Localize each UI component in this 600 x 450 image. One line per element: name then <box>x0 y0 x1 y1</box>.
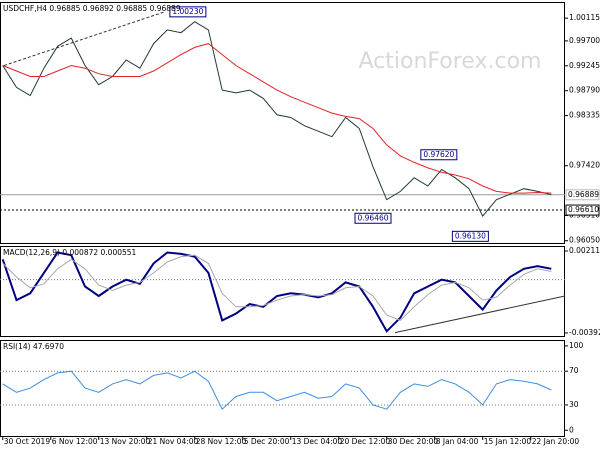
x-tick-label: 30 Dec 20:00 <box>388 437 439 446</box>
watermark: ActionForex.com <box>359 49 542 74</box>
y-tick-label: 0.98790 <box>569 86 600 95</box>
y-tick-label: 30 <box>569 400 579 409</box>
panel <box>0 2 565 244</box>
annotation-box <box>420 149 458 161</box>
x-tick-label: 28 Nov 12:00 <box>196 437 247 446</box>
annotation-label: 0.96130 <box>455 231 486 240</box>
x-tick-label: 22 Jan 20:00 <box>532 437 580 446</box>
annotation-label: 0.97620 <box>423 150 454 159</box>
panel-title: USDCHF,H4 0.96885 0.96892 0.96885 0.9688… <box>3 4 181 13</box>
annotation-box <box>354 212 392 224</box>
y-tick-label: 0.99245 <box>569 61 600 70</box>
y-tick-label: 70 <box>569 366 579 375</box>
y-tick-label: 0.96050 <box>569 236 600 245</box>
series-line <box>1 251 552 333</box>
y-tick-label: -0.003922 <box>569 328 600 337</box>
series-line <box>2 370 552 411</box>
y-tick-label: 0.99700 <box>569 36 600 45</box>
annotation-label: 1.00230 <box>172 7 203 16</box>
series-line <box>2 254 552 321</box>
y-tick-label: 0.98335 <box>569 111 600 120</box>
y-tick-label: 0.97420 <box>569 161 600 170</box>
panel <box>0 340 565 437</box>
price-label-box <box>565 189 600 201</box>
x-tick-label: 13 Nov 20:00 <box>100 437 151 446</box>
x-tick-label: 13 Dec 04:00 <box>292 437 343 446</box>
x-tick-label: 6 Nov 12:00 <box>52 437 98 446</box>
price-label-box <box>565 204 600 216</box>
trendline <box>3 11 165 66</box>
y-tick-label: 0 <box>569 425 574 434</box>
x-tick-label: 30 Oct 2019 <box>4 437 51 446</box>
panel-title: MACD(12,26,9) 0.000872 0.000551 <box>3 248 137 257</box>
price-label: 0.96610 <box>568 205 599 214</box>
trendline <box>394 295 566 334</box>
series-line <box>2 21 552 218</box>
x-tick-label: 21 Nov 04:00 <box>148 437 199 446</box>
x-tick-label: 8 Jan 04:00 <box>436 437 479 446</box>
x-tick-label: 15 Jan 12:00 <box>484 437 532 446</box>
price-label: 0.96889 <box>568 190 599 199</box>
annotation-label: 0.96460 <box>358 213 389 222</box>
panel-title: RSI(14) 47.6970 <box>3 342 64 351</box>
y-tick-label: 1.00115 <box>569 13 600 22</box>
x-tick-label: 5 Dec 20:00 <box>244 437 290 446</box>
annotation-box <box>169 6 207 18</box>
y-tick-label: 0.002113 <box>569 246 600 255</box>
panel <box>0 246 565 337</box>
y-tick-label: 100 <box>569 341 584 350</box>
annotation-box <box>451 230 489 242</box>
series-line <box>2 43 552 194</box>
x-tick-label: 20 Dec 12:00 <box>340 437 391 446</box>
